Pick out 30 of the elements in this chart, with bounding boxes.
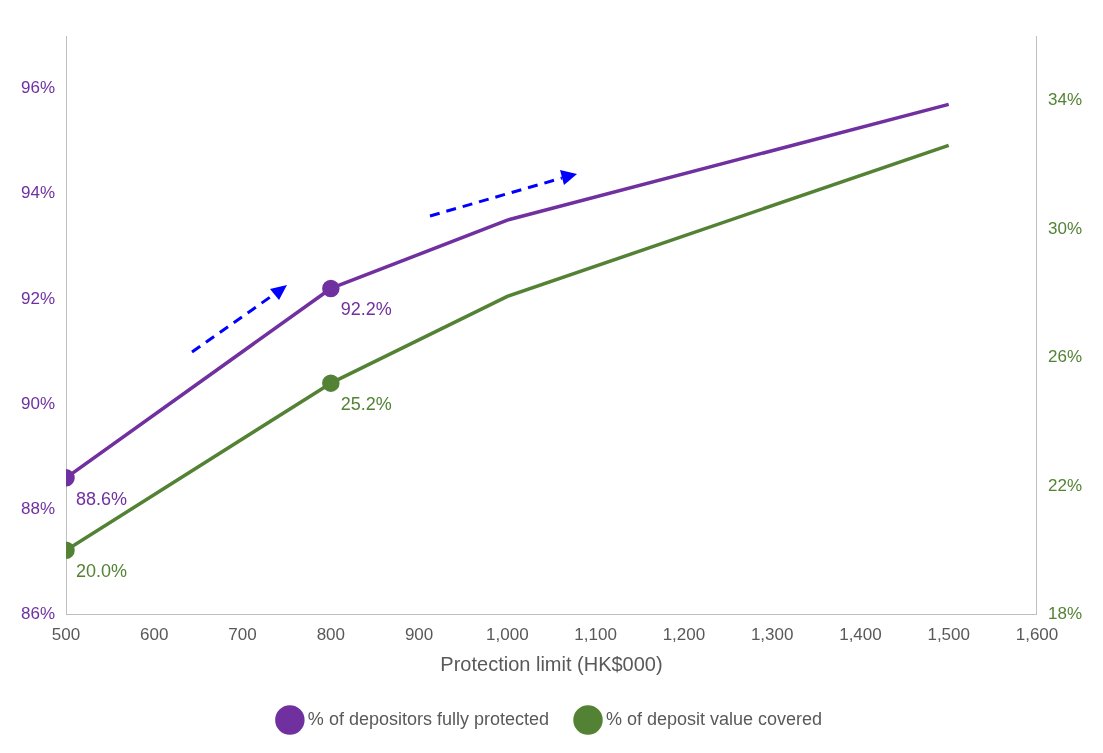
data-label: 20.0% — [76, 561, 128, 582]
legend-label: % of depositors fully protected — [307, 708, 550, 729]
data-label: 88.6% — [76, 488, 128, 509]
y-tick-label: 96% — [20, 78, 56, 98]
x-tick-label: 1,000 — [486, 625, 529, 645]
legend-label: % of deposit value covered — [606, 708, 823, 729]
y2-tick-label: 34% — [1047, 89, 1083, 109]
x-tick-label: 1,600 — [1015, 625, 1059, 645]
y-tick-label: 94% — [20, 183, 56, 203]
data-label: 25.2% — [340, 394, 392, 415]
y2-tick-label: 18% — [1047, 604, 1083, 624]
y-tick-label: 88% — [20, 499, 56, 519]
x-axis-title: Protection limit (HK$000) — [440, 652, 663, 675]
y2-tick-label: 30% — [1047, 218, 1083, 238]
x-tick-label: 1,300 — [750, 625, 794, 645]
x-tick-label: 1,500 — [927, 625, 970, 645]
y-tick-label: 92% — [20, 288, 56, 308]
x-tick-label: 800 — [316, 625, 346, 645]
y2-tick-label: 26% — [1047, 347, 1083, 367]
y2-tick-label: 22% — [1047, 475, 1083, 495]
y-tick-label: 86% — [20, 604, 56, 624]
x-tick-label: 900 — [404, 625, 434, 645]
x-tick-label: 500 — [51, 625, 81, 645]
x-tick-label: 1,100 — [574, 625, 617, 645]
data-label: 92.2% — [340, 299, 392, 320]
x-tick-label: 700 — [228, 625, 257, 645]
x-tick-label: 1,200 — [662, 625, 706, 645]
x-tick-label: 600 — [140, 625, 169, 645]
x-tick-label: 1,400 — [839, 625, 882, 645]
y-tick-label: 90% — [20, 393, 56, 413]
